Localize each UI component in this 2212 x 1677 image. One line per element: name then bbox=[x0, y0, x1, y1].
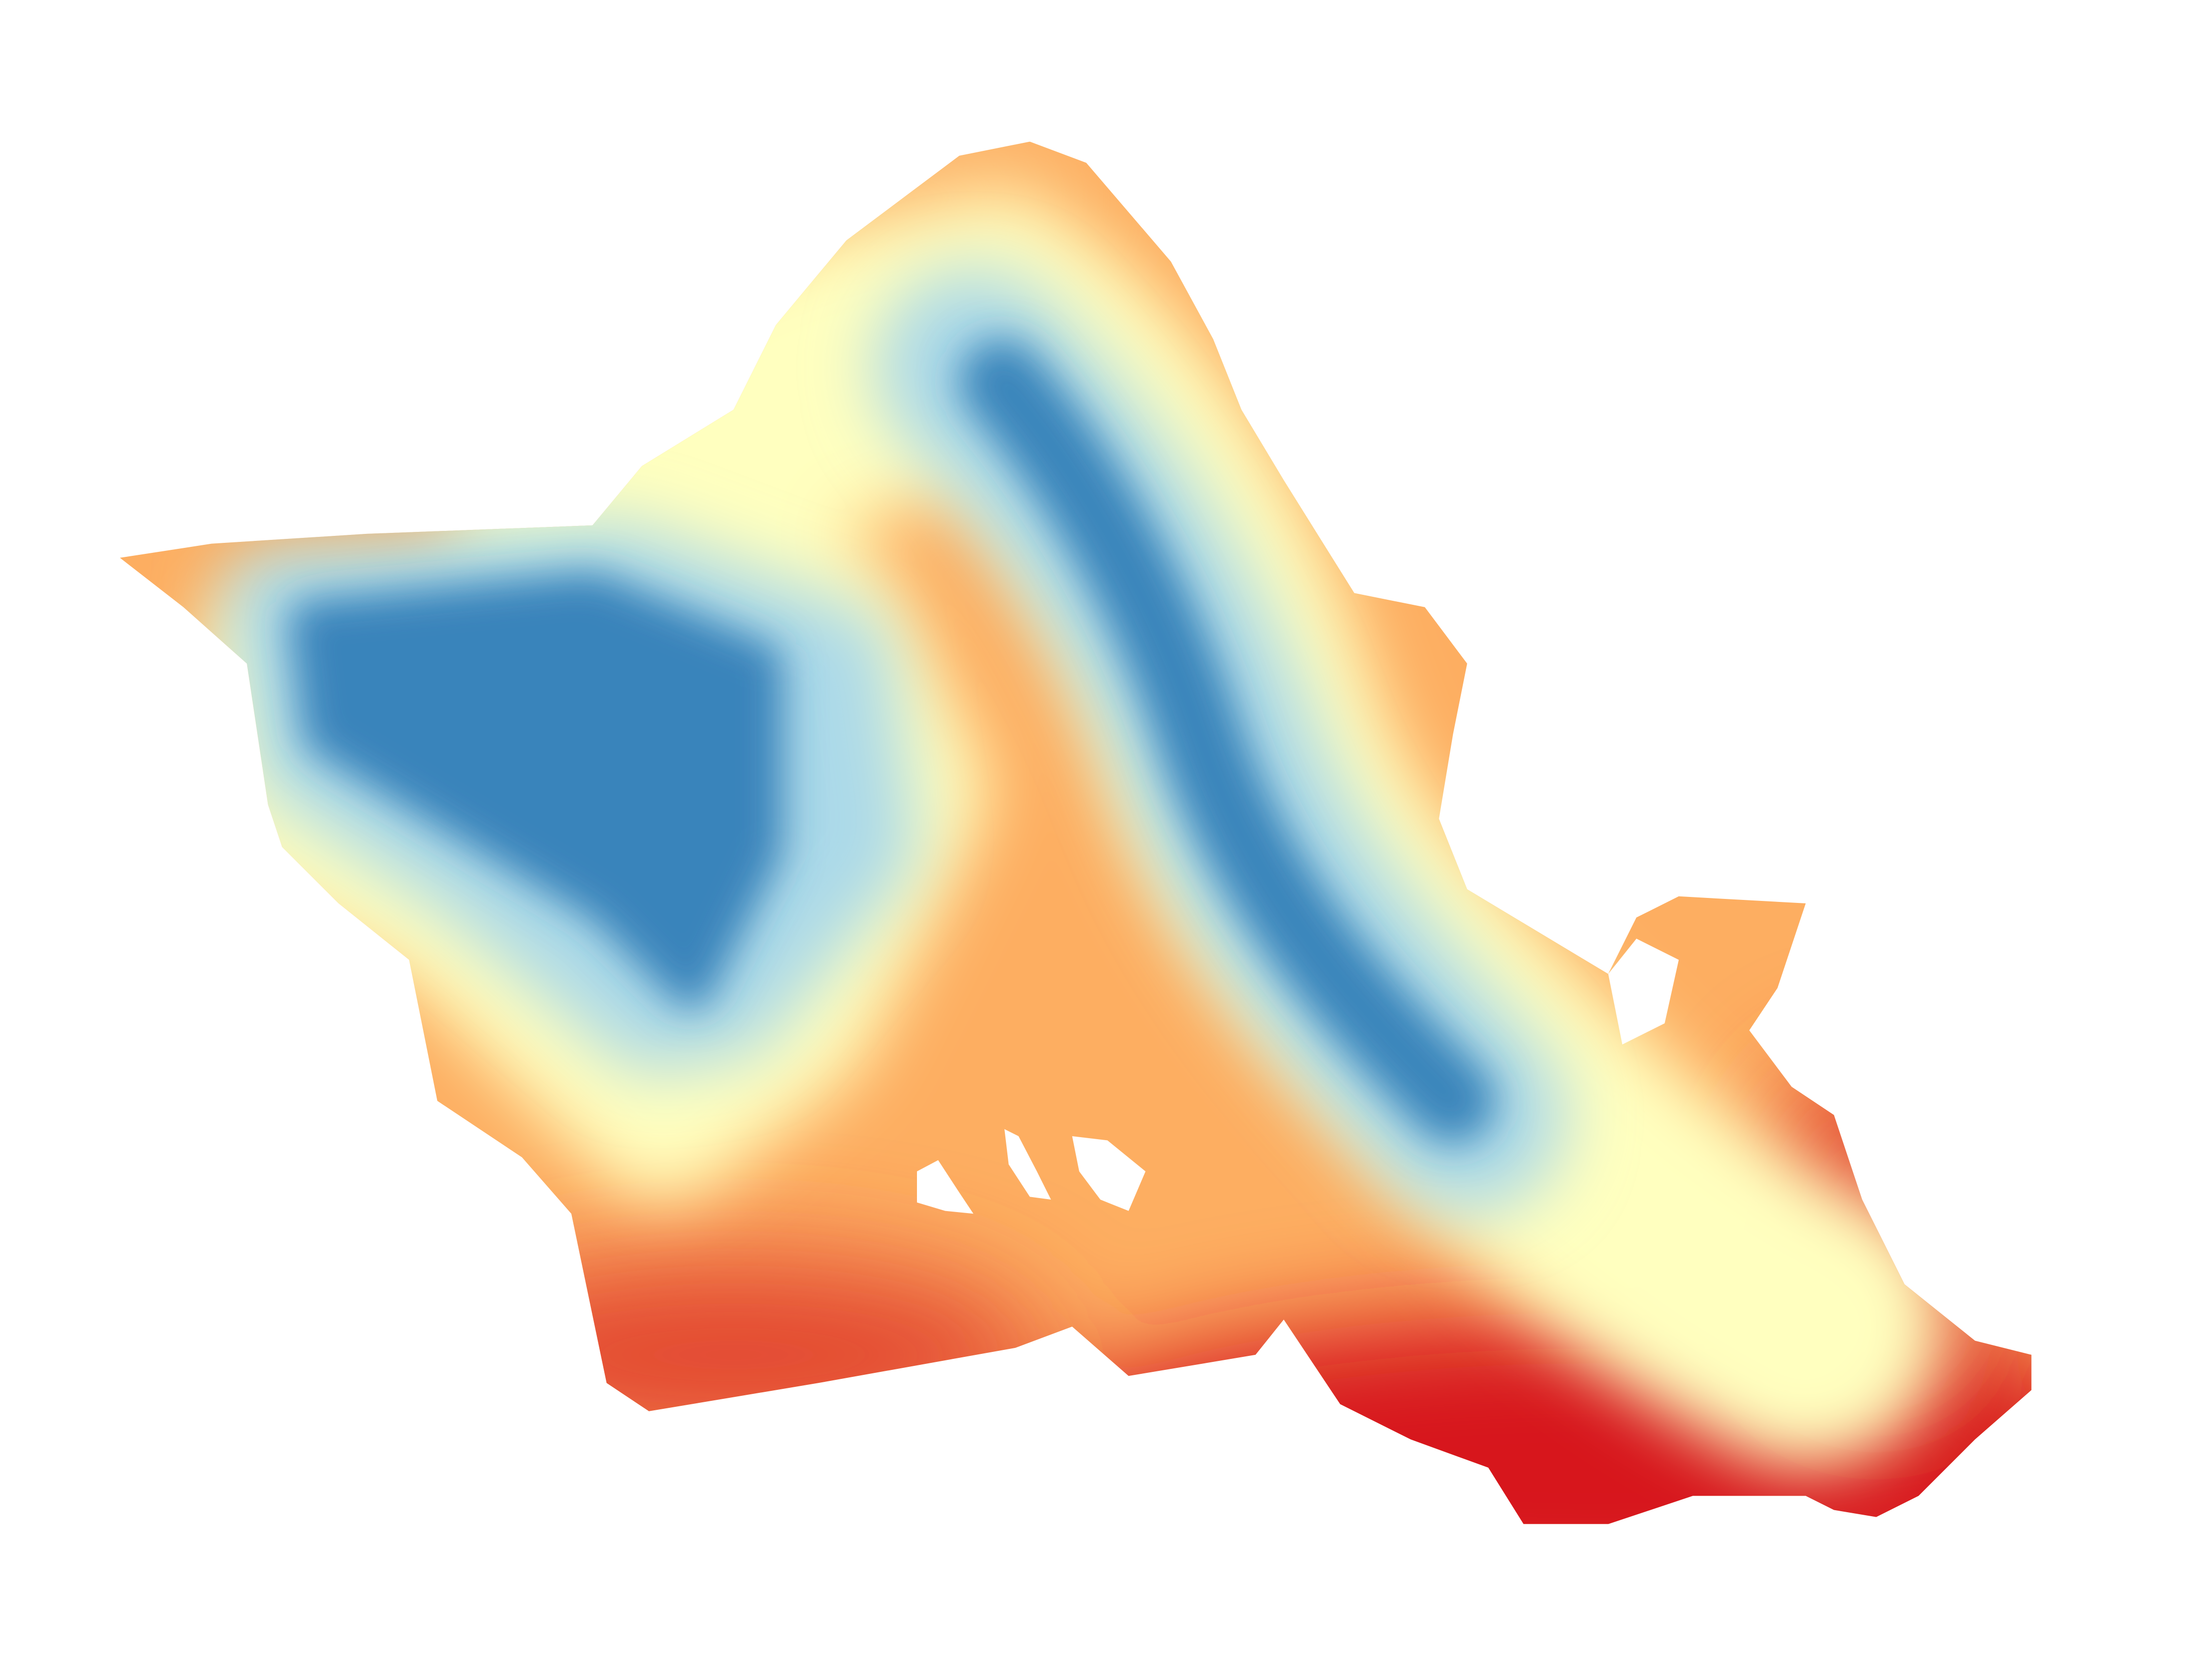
inland-gaps bbox=[917, 938, 1679, 1214]
blue-zone bbox=[289, 339, 1496, 1144]
